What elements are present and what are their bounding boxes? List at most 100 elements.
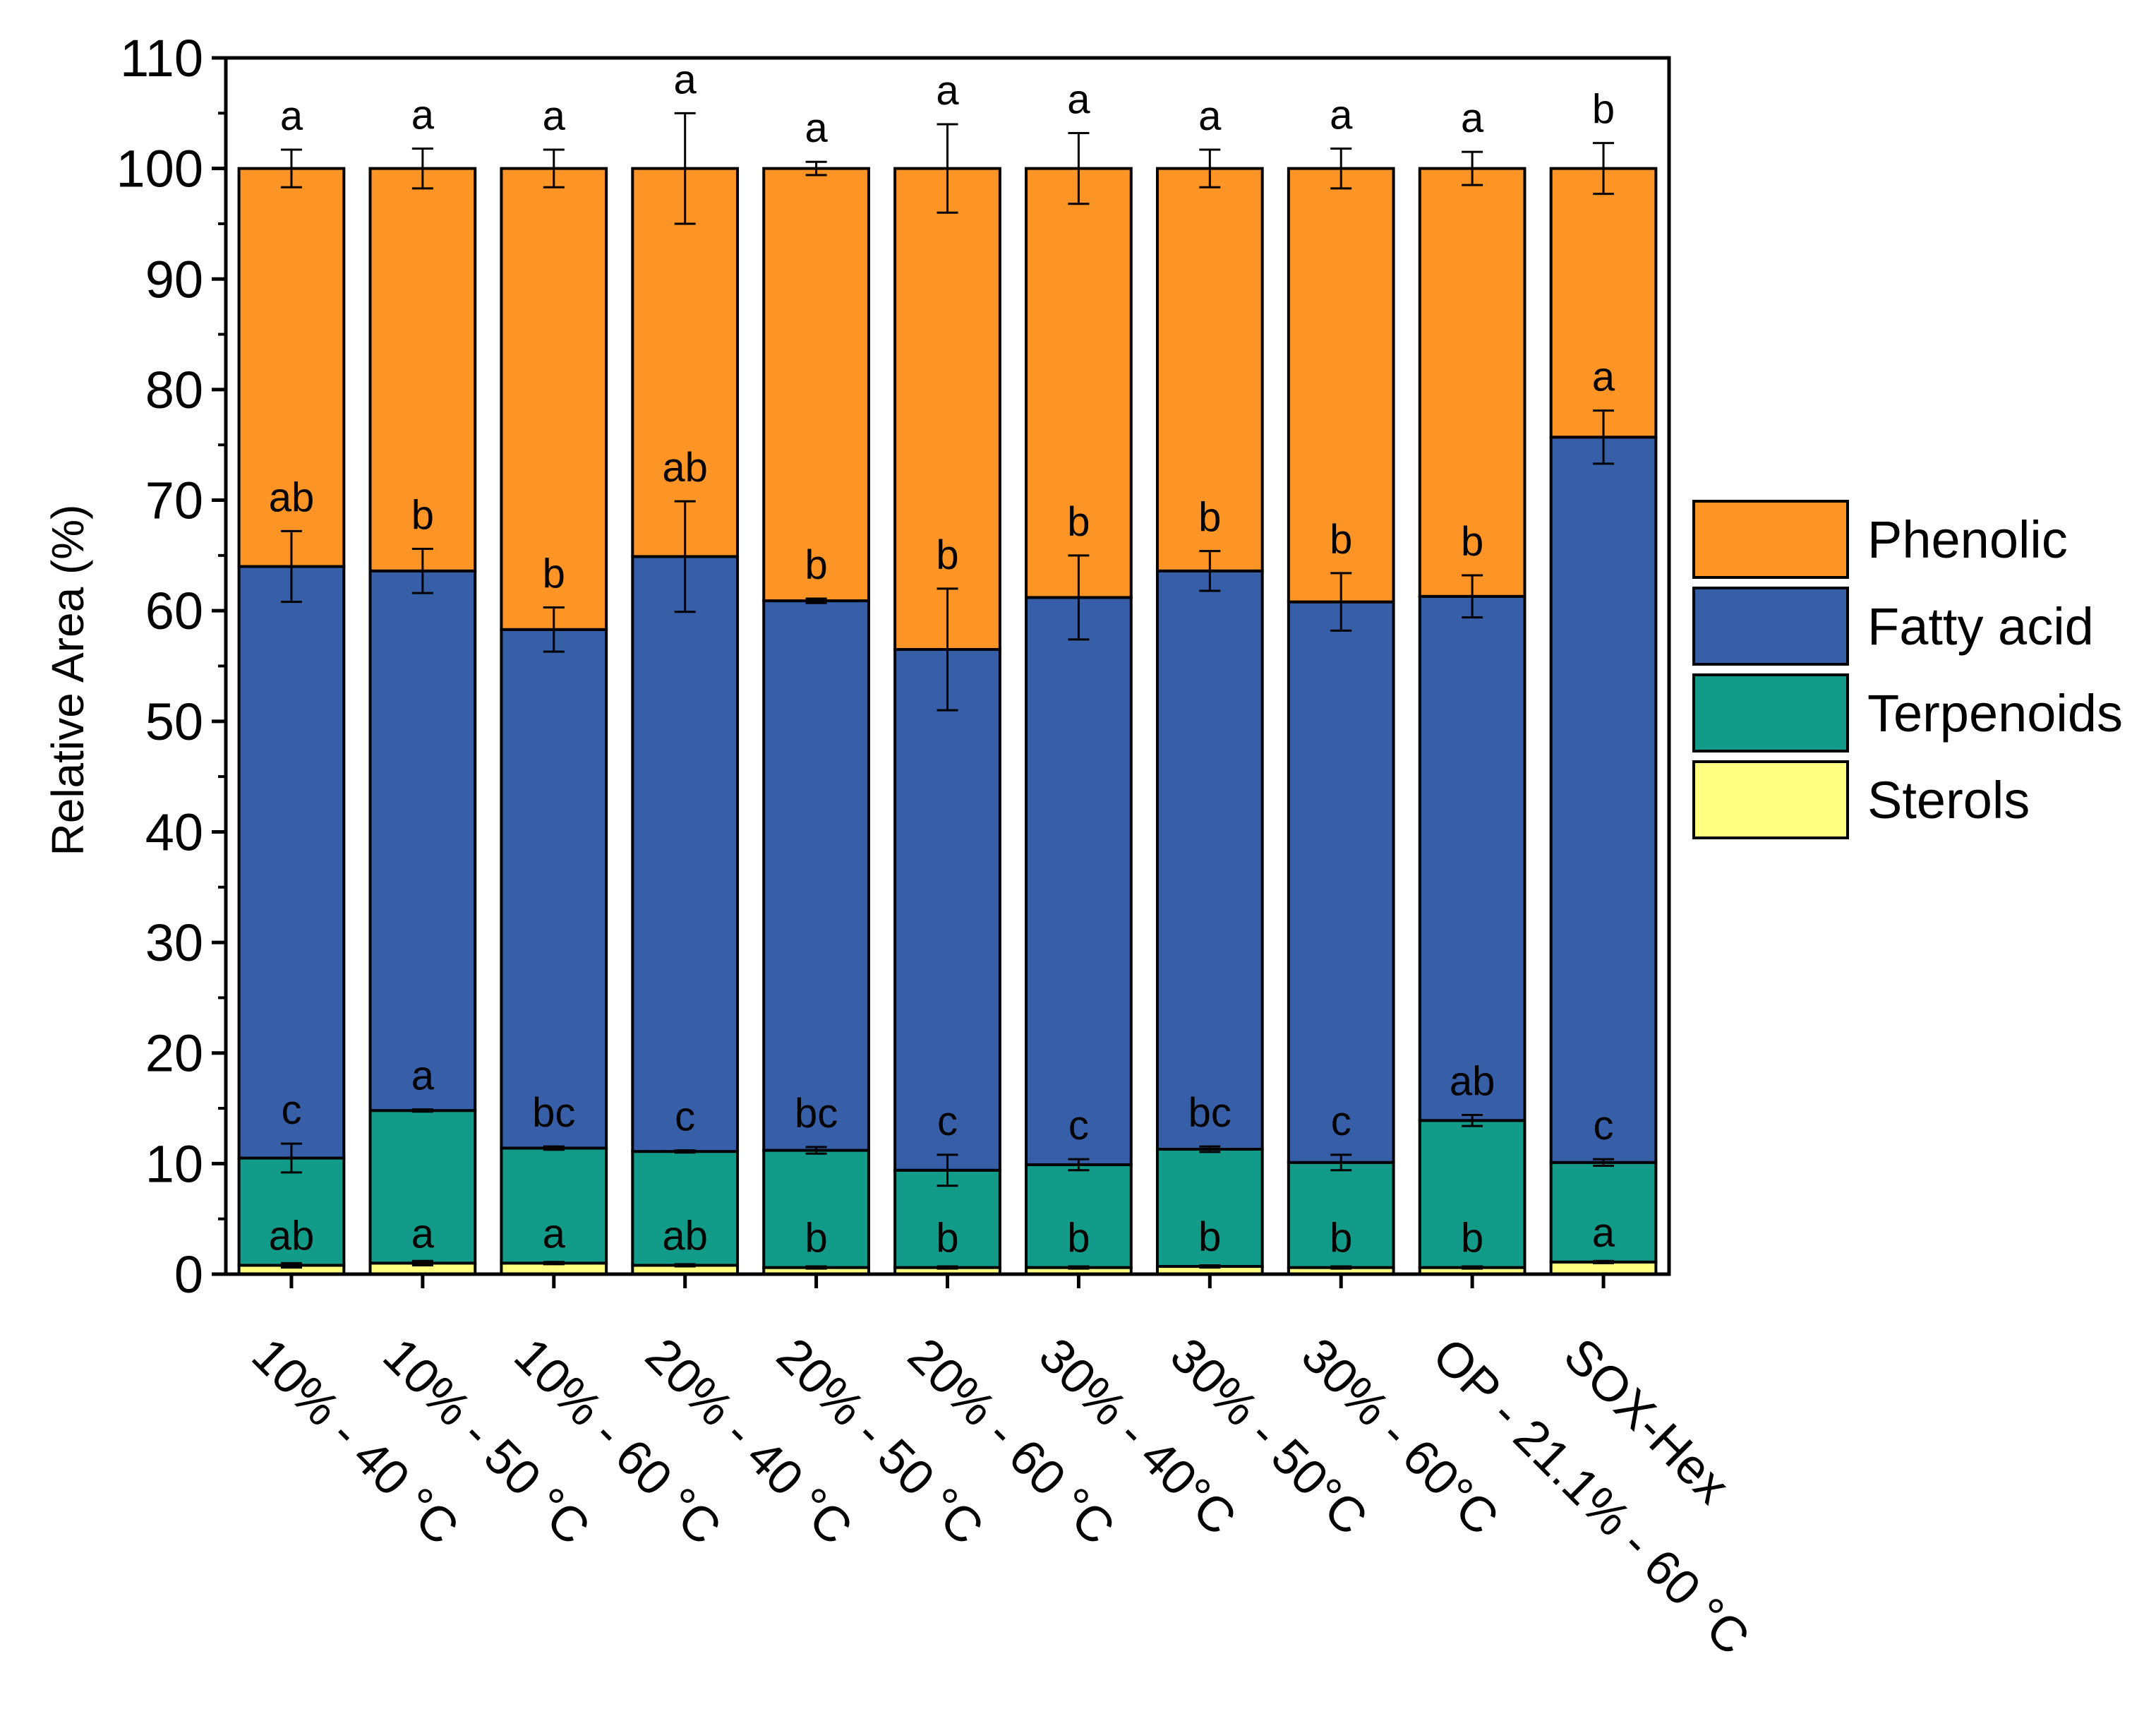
legend-swatch-phenolic <box>1692 500 1849 579</box>
legend-swatch-terpenoids <box>1692 673 1849 752</box>
significance-letter: a <box>411 92 435 138</box>
bar-segment-terpenoids-8 <box>1287 1161 1395 1269</box>
significance-letter: a <box>936 68 959 114</box>
significance-letter: ab <box>662 1213 708 1259</box>
significance-letter: b <box>1198 495 1221 541</box>
bar-segment-fatty-acid-0 <box>237 565 346 1160</box>
significance-letter: b <box>1198 1214 1221 1260</box>
y-tick-label: 100 <box>116 140 203 198</box>
significance-letter: bc <box>795 1091 838 1137</box>
y-tick-label: 80 <box>145 361 203 419</box>
significance-letter: a <box>1330 92 1353 138</box>
bar-segment-phenolic-5 <box>893 167 1001 652</box>
significance-letter: c <box>1331 1098 1351 1144</box>
significance-letter: b <box>936 1216 958 1261</box>
bar-segment-phenolic-1 <box>368 167 477 572</box>
bar-segment-phenolic-0 <box>237 167 346 568</box>
significance-letter: a <box>280 93 303 139</box>
y-tick-label: 60 <box>145 582 203 640</box>
significance-letter: b <box>1067 499 1090 545</box>
legend-label: Phenolic <box>1867 510 2068 569</box>
significance-letter: b <box>1592 87 1615 133</box>
bar-segment-fatty-acid-6 <box>1025 596 1133 1166</box>
y-tick-label: 110 <box>120 29 203 88</box>
significance-letter: a <box>1067 77 1090 123</box>
significance-letter: a <box>1592 354 1615 400</box>
significance-letter: bc <box>1188 1090 1231 1136</box>
bar-segment-phenolic-3 <box>631 167 740 558</box>
bar-segment-phenolic-8 <box>1287 167 1395 604</box>
significance-letter: b <box>1330 1216 1352 1261</box>
y-tick-label: 70 <box>145 472 203 530</box>
bar-segment-terpenoids-9 <box>1418 1119 1526 1269</box>
significance-letter: c <box>937 1098 958 1144</box>
bar-segment-fatty-acid-5 <box>893 648 1001 1172</box>
bar-segment-fatty-acid-10 <box>1549 436 1658 1164</box>
y-tick-label: 50 <box>145 692 203 751</box>
y-axis-ticks: 0 10 20 30 40 50 60 70 80 90 100 110 <box>116 29 226 1304</box>
significance-letter: b <box>936 532 958 578</box>
y-tick-label: 0 <box>174 1245 203 1304</box>
significance-letter: a <box>1592 1210 1615 1256</box>
bar-segment-phenolic-2 <box>500 167 608 631</box>
significance-letter: a <box>543 93 566 139</box>
significance-letter: a <box>1461 95 1484 141</box>
y-tick-label: 30 <box>145 913 203 972</box>
bar-segment-terpenoids-4 <box>762 1149 870 1269</box>
bar-segment-fatty-acid-7 <box>1155 569 1264 1151</box>
legend-label: Fatty acid <box>1867 597 2094 656</box>
significance-letter: a <box>411 1211 435 1257</box>
significance-letter: c <box>1594 1103 1614 1149</box>
error-bars-layer <box>280 112 1615 1270</box>
significance-letter: b <box>1461 1216 1483 1261</box>
significance-letter: a <box>543 1211 566 1257</box>
significance-letter: b <box>1067 1216 1090 1261</box>
bar-segment-fatty-acid-9 <box>1418 594 1526 1122</box>
bar-segment-terpenoids-0 <box>237 1156 346 1267</box>
bar-segment-fatty-acid-1 <box>368 569 477 1113</box>
significance-letter: a <box>411 1053 435 1099</box>
bars-layer <box>237 167 1658 1276</box>
significance-letter: b <box>543 551 565 596</box>
significance-letter: ab <box>269 1213 315 1259</box>
significance-letter: ab <box>1450 1058 1495 1104</box>
significance-letter: a <box>1198 93 1222 139</box>
bar-segment-terpenoids-10 <box>1549 1161 1658 1264</box>
significance-letter: b <box>805 1216 827 1261</box>
significance-letter: a <box>674 56 697 102</box>
significance-letter: b <box>1461 519 1483 565</box>
bar-segment-fatty-acid-3 <box>631 555 740 1153</box>
legend: Phenolic Fatty acid Terpenoids Sterols <box>1692 500 2123 839</box>
y-tick-label: 40 <box>145 803 203 861</box>
bar-segment-phenolic-9 <box>1418 167 1526 598</box>
bar-segment-terpenoids-6 <box>1025 1163 1133 1269</box>
significance-letter: bc <box>532 1090 575 1136</box>
significance-letter: c <box>281 1087 301 1133</box>
significance-letters-layer: abcabaaabaabcbaabcababbcbabcbabcbabbcbab… <box>269 56 1615 1261</box>
x-axis-ticks: 10% - 40 °C10% - 50 °C10% - 60 °C20% - 4… <box>241 1274 1760 1665</box>
y-axis-title: Relative Area (%) <box>42 505 93 856</box>
legend-swatch-sterols <box>1692 760 1849 839</box>
significance-letter: b <box>805 542 827 588</box>
bar-segment-phenolic-4 <box>762 167 870 603</box>
y-tick-label: 20 <box>145 1024 203 1083</box>
bar-segment-phenolic-6 <box>1025 167 1133 599</box>
legend-label: Sterols <box>1867 771 2030 829</box>
y-tick-label: 10 <box>145 1134 203 1193</box>
significance-letter: b <box>1330 517 1352 563</box>
significance-letter: ab <box>662 445 708 491</box>
significance-letter: c <box>1068 1103 1089 1149</box>
significance-letter: b <box>411 492 434 538</box>
bar-segment-fatty-acid-8 <box>1287 600 1395 1164</box>
bar-segment-fatty-acid-2 <box>500 628 608 1150</box>
significance-letter: c <box>675 1094 695 1140</box>
significance-letter: a <box>805 105 828 151</box>
significance-letter: ab <box>269 474 315 520</box>
bar-segment-fatty-acid-4 <box>762 599 870 1152</box>
y-tick-label: 90 <box>145 250 203 308</box>
bar-segment-phenolic-10 <box>1549 167 1658 439</box>
bar-segment-terpenoids-3 <box>631 1150 740 1267</box>
legend-swatch-fatty-acid <box>1692 587 1849 666</box>
legend-label: Terpenoids <box>1867 684 2123 743</box>
